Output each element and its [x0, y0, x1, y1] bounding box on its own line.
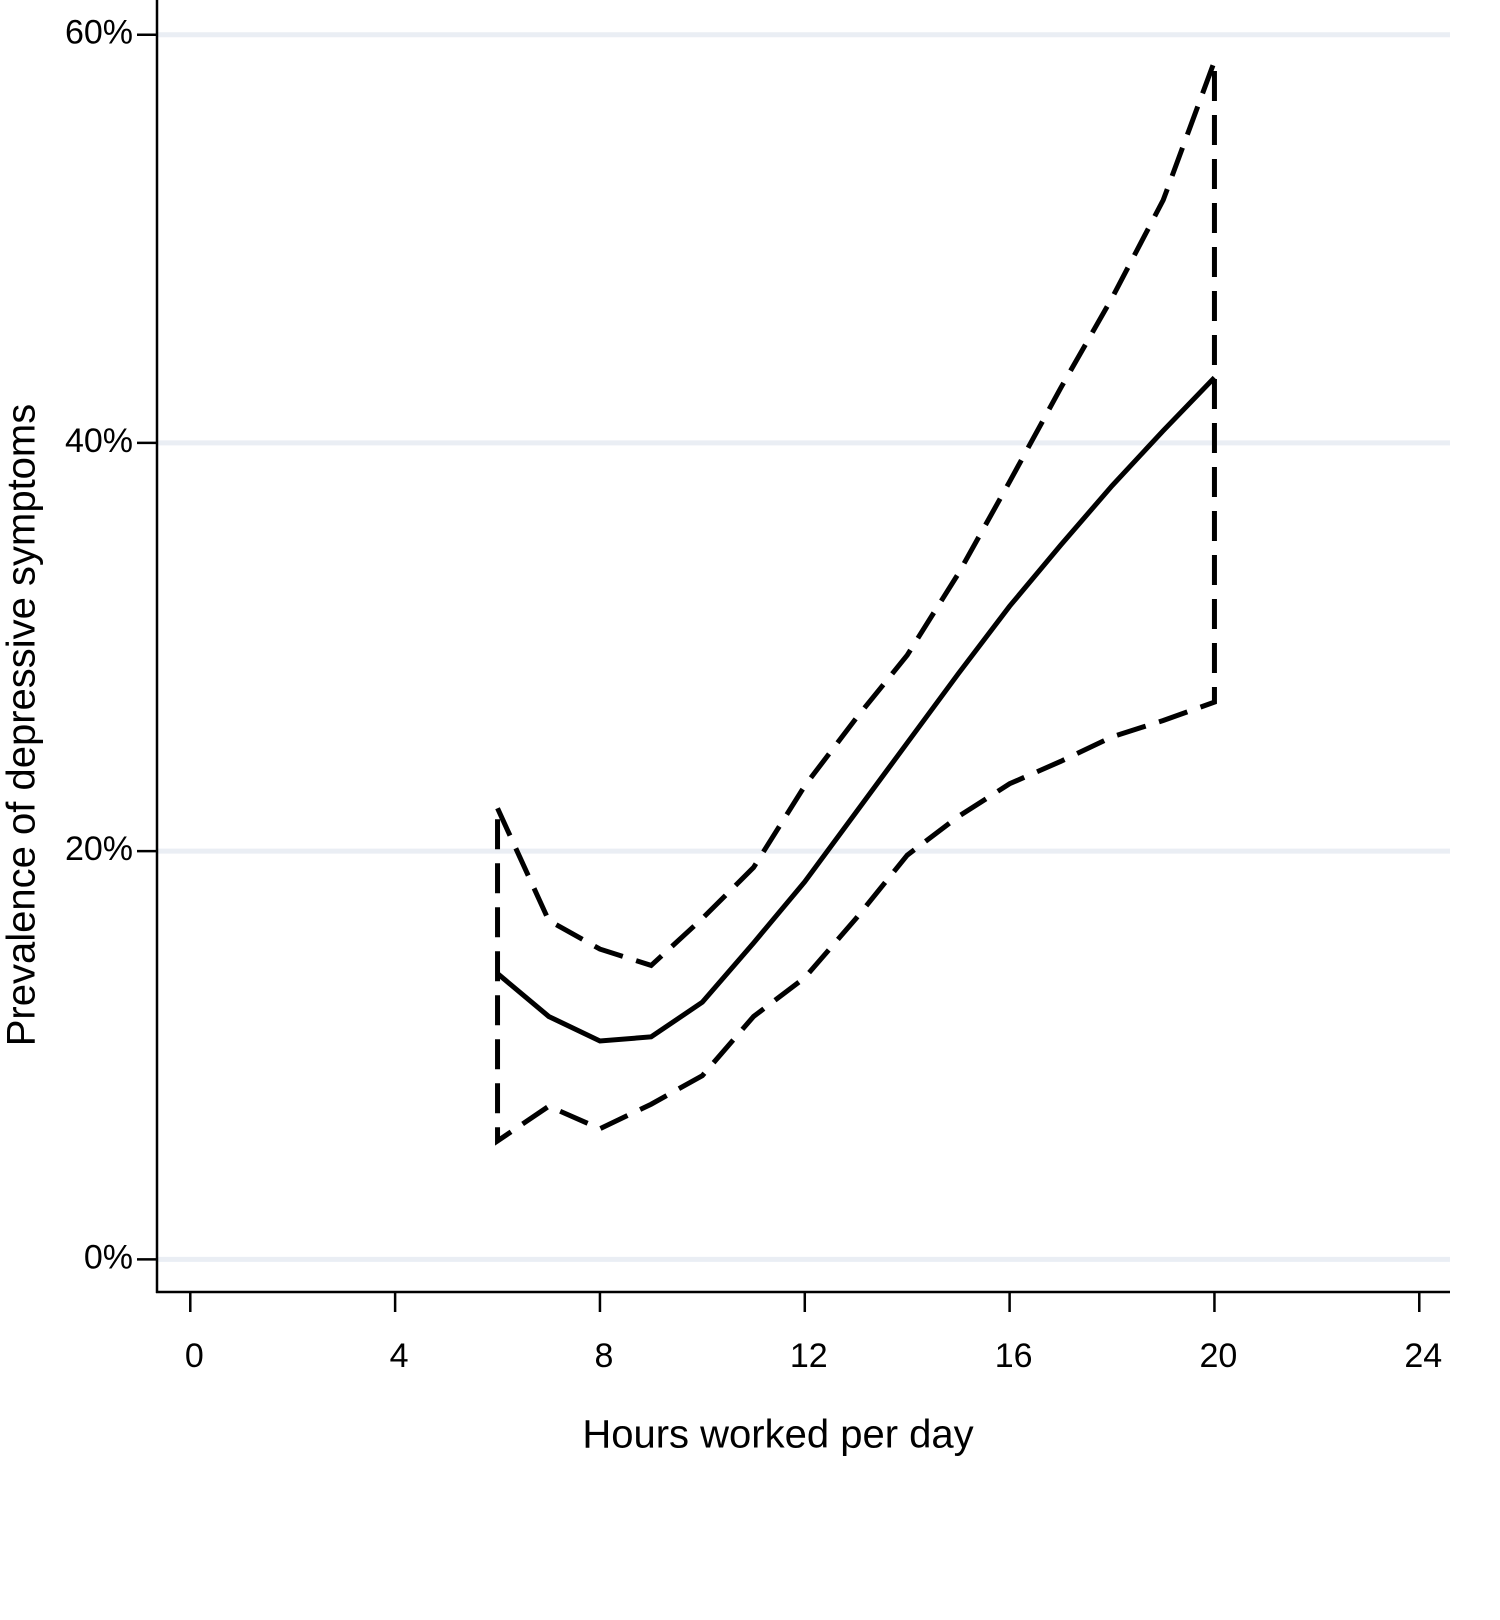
y-tick-label: 0% — [84, 1238, 133, 1276]
line — [495, 375, 1217, 1044]
x-axis-title: Hours worked per day — [582, 1413, 973, 1457]
y-axis-title: Prevalence of depressive symptoms — [0, 404, 44, 1047]
y-tick-label: 40% — [65, 422, 133, 460]
x-tick-label: 24 — [1404, 1337, 1442, 1375]
x-tick-label: 20 — [1200, 1337, 1238, 1375]
x-tick-label: 16 — [995, 1337, 1033, 1375]
x-tick-label: 4 — [390, 1337, 409, 1375]
x-tick-label: 8 — [594, 1337, 613, 1375]
confidence-band — [495, 60, 1217, 1146]
x-tick-label: 12 — [790, 1337, 828, 1375]
x-tick-label: 0 — [185, 1337, 204, 1375]
y-tick-label: 60% — [65, 14, 133, 52]
y-tick-label: 20% — [65, 830, 133, 868]
